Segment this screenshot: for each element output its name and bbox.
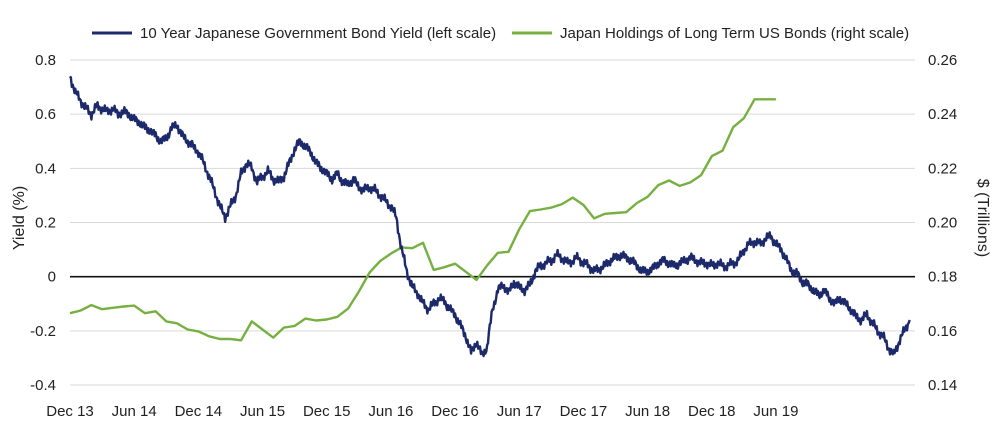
series-layer <box>68 75 911 358</box>
x-tick-label: Jun 14 <box>112 403 157 420</box>
x-tick-label: Jun 15 <box>240 403 285 420</box>
left-tick-label: 0 <box>48 269 56 286</box>
x-tick-label: Jun 17 <box>497 403 542 420</box>
left-axis-title: Yield (%) <box>11 186 28 250</box>
x-tick-label: Dec 17 <box>560 403 608 420</box>
x-tick-label: Dec 13 <box>46 403 94 420</box>
left-tick-label: -0.2 <box>30 323 56 340</box>
right-tick-label: 0.22 <box>928 160 957 177</box>
legend-label-holdings: Japan Holdings of Long Term US Bonds (ri… <box>560 25 909 42</box>
left-tick-label: 0.6 <box>35 106 56 123</box>
right-axis-title: $ (Trillions) <box>974 179 991 258</box>
left-tick-label: 0.2 <box>35 215 56 232</box>
x-tick-label: Dec 14 <box>175 403 223 420</box>
right-tick-label: 0.26 <box>928 52 957 69</box>
x-tick-label: Jun 19 <box>753 403 798 420</box>
x-tick-label: Dec 18 <box>688 403 736 420</box>
left-tick-label: -0.4 <box>30 377 56 394</box>
right-tick-label: 0.18 <box>928 269 957 286</box>
left-axis-ticks: 0.8 0.6 0.4 0.2 0 -0.2 -0.4 <box>30 52 56 394</box>
x-tick-label: Jun 18 <box>625 403 670 420</box>
series-line-jgb-yield <box>68 75 911 358</box>
legend-label-jgb: 10 Year Japanese Government Bond Yield (… <box>140 25 496 42</box>
right-tick-label: 0.16 <box>928 323 957 340</box>
right-axis-ticks: 0.26 0.24 0.22 0.20 0.18 0.16 0.14 <box>928 52 957 394</box>
left-tick-label: 0.8 <box>35 52 56 69</box>
x-tick-label: Dec 15 <box>303 403 351 420</box>
right-tick-label: 0.20 <box>928 215 957 232</box>
right-tick-label: 0.14 <box>928 377 957 394</box>
series-line-japan-holdings <box>69 98 776 342</box>
left-tick-label: 0.4 <box>35 160 56 177</box>
x-tick-label: Dec 16 <box>431 403 479 420</box>
x-axis-ticks: Dec 13 Jun 14 Dec 14 Jun 15 Dec 15 Jun 16 Dec … <box>46 403 798 420</box>
right-tick-label: 0.24 <box>928 106 957 123</box>
gridlines <box>70 59 915 386</box>
x-tick-label: Jun 16 <box>368 403 413 420</box>
legend: 10 Year Japanese Government Bond Yield (… <box>92 25 909 42</box>
